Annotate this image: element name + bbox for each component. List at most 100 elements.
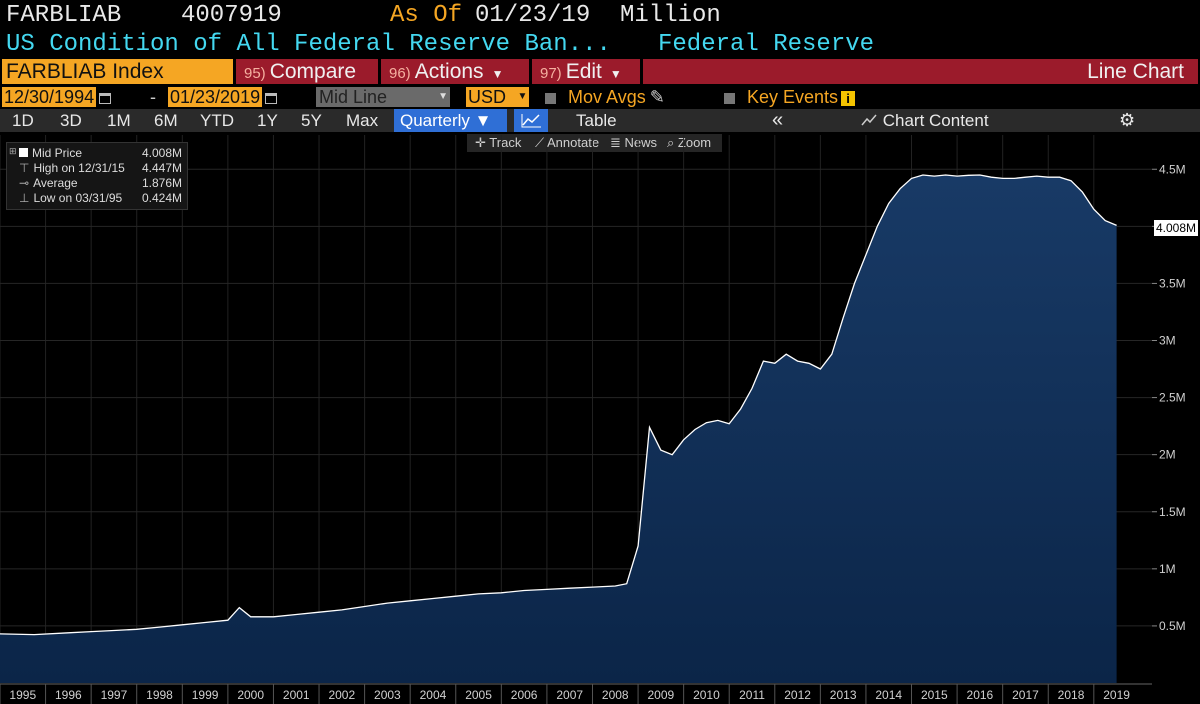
actions-key: 96) bbox=[389, 65, 411, 82]
x-tick-label: 1998 bbox=[146, 688, 173, 702]
end-date-field[interactable]: 01/23/2019 bbox=[168, 87, 263, 107]
annotate-tool[interactable]: ⟋ Annotate bbox=[535, 134, 599, 152]
y-tick-label: 4.5M bbox=[1159, 162, 1186, 176]
chart-type-label[interactable]: Line Chart bbox=[643, 59, 1198, 84]
chart-content-button[interactable]: Chart Content bbox=[860, 109, 989, 132]
currency-select[interactable]: USD ▼ bbox=[466, 87, 530, 107]
chevron-down-icon: ▼ bbox=[609, 67, 622, 81]
range-1m[interactable]: 1M bbox=[107, 111, 131, 130]
edit-label: Edit bbox=[565, 60, 602, 83]
chart-view-button[interactable] bbox=[514, 109, 548, 132]
x-tick-label: 2010 bbox=[693, 688, 720, 702]
x-tick-label: 1996 bbox=[55, 688, 82, 702]
x-tick-label: 2014 bbox=[875, 688, 902, 702]
mov-avgs-label: Mov Avgs bbox=[568, 87, 646, 107]
y-tick-label: 2M bbox=[1159, 448, 1176, 462]
last-value-label: 4.008M bbox=[1154, 220, 1198, 236]
collapse-icon[interactable]: « bbox=[772, 109, 784, 131]
x-tick-label: 1999 bbox=[192, 688, 219, 702]
mov-avgs-toggle[interactable]: Mov Avgs ✎ bbox=[545, 87, 665, 107]
news-icon: ≣ bbox=[610, 135, 621, 150]
track-label: Track bbox=[489, 135, 522, 150]
expand-icon[interactable]: ⊞ bbox=[9, 146, 17, 156]
news-label: News bbox=[624, 135, 658, 150]
x-tick-label: 2006 bbox=[511, 688, 538, 702]
index-field[interactable]: FARBLIAB Index bbox=[2, 59, 233, 84]
range-1y[interactable]: 1Y bbox=[257, 111, 278, 130]
x-tick-label: 2002 bbox=[328, 688, 355, 702]
chart-content-label: Chart Content bbox=[882, 111, 989, 130]
range-ytd[interactable]: YTD bbox=[200, 111, 234, 130]
x-tick-label: 2004 bbox=[420, 688, 447, 702]
legend-mid-price-value: 4.008M bbox=[142, 146, 183, 160]
calendar-icon[interactable] bbox=[99, 92, 112, 104]
y-tick-label: 0.5M bbox=[1159, 619, 1186, 633]
x-tick-label: 2018 bbox=[1058, 688, 1085, 702]
chevron-down-icon: ▼ bbox=[438, 91, 448, 102]
compare-button[interactable]: 95) Compare bbox=[236, 59, 378, 84]
range-max[interactable]: Max bbox=[346, 111, 379, 130]
info-icon[interactable]: i bbox=[841, 90, 856, 106]
y-tick-label: 1.5M bbox=[1159, 505, 1186, 519]
security-source: Federal Reserve bbox=[658, 31, 875, 58]
series-swatch bbox=[19, 148, 28, 157]
ticker-label: FARBLIAB bbox=[6, 2, 122, 29]
legend-high-label: High on 12/31/15 bbox=[33, 161, 125, 175]
legend-average-label: Average bbox=[33, 176, 78, 190]
pencil-icon[interactable]: ✎ bbox=[649, 87, 665, 107]
period-select[interactable]: Quarterly ▼ bbox=[394, 109, 507, 132]
checkbox-icon[interactable] bbox=[724, 92, 735, 104]
x-tick-label: 2008 bbox=[602, 688, 629, 702]
y-tick-label: 3M bbox=[1159, 334, 1176, 348]
track-tool[interactable]: ✛ Track bbox=[475, 134, 521, 152]
annotate-label: Annotate bbox=[547, 135, 600, 150]
range-6m[interactable]: 6M bbox=[154, 111, 178, 130]
table-button[interactable]: Table bbox=[576, 111, 617, 130]
edit-button[interactable]: 97) Edit ▼ bbox=[532, 59, 640, 84]
zoom-label: Zoom bbox=[677, 135, 712, 150]
security-header: FARBLIAB 4007919 As Of 01/23/19 Million bbox=[0, 0, 1200, 32]
x-tick-label: 2019 bbox=[1103, 688, 1130, 702]
news-tool[interactable]: ≣ News bbox=[610, 134, 657, 152]
x-tick-label: 2015 bbox=[921, 688, 948, 702]
zoom-tool[interactable]: ⌕ Zoom bbox=[667, 134, 711, 152]
high-marker-icon: ⊤ bbox=[19, 161, 30, 175]
range-5y[interactable]: 5Y bbox=[301, 111, 322, 130]
legend-high: ⊤ High on 12/31/15 bbox=[19, 161, 125, 175]
x-tick-label: 1997 bbox=[101, 688, 128, 702]
start-date-group: 12/30/1994 bbox=[2, 87, 112, 107]
x-tick-label: 2017 bbox=[1012, 688, 1039, 702]
chart-legend[interactable]: ⊞ Mid Price 4.008M ⊤ High on 12/31/15 4.4… bbox=[6, 142, 188, 210]
end-date-group: 01/23/2019 bbox=[168, 87, 278, 107]
price-field-select[interactable]: Mid Line ▼ bbox=[316, 87, 450, 107]
date-range-bar: 12/30/1994 - 01/23/2019 Mid Line ▼ USD ▼… bbox=[0, 86, 1200, 108]
currency-value: USD bbox=[466, 87, 525, 107]
crosshair-icon: ✛ bbox=[475, 135, 486, 150]
legend-low-value: 0.424M bbox=[142, 191, 183, 205]
unit-label: Million bbox=[620, 2, 721, 29]
chart-content-icon bbox=[861, 114, 877, 126]
security-description: US Condition of All Federal Reserve Ban.… bbox=[6, 31, 611, 58]
compare-key: 95) bbox=[244, 65, 266, 82]
actions-button[interactable]: 96) Actions ▼ bbox=[381, 59, 529, 84]
gear-icon[interactable]: ⚙ bbox=[1119, 110, 1136, 130]
calendar-icon[interactable] bbox=[265, 92, 278, 104]
checkbox-icon[interactable] bbox=[545, 92, 556, 104]
as-of-date: 01/23/19 bbox=[475, 2, 591, 29]
ticker-value: 4007919 bbox=[181, 2, 282, 29]
key-events-toggle[interactable]: Key Events i bbox=[724, 87, 856, 107]
legend-average-value: 1.876M bbox=[142, 176, 183, 190]
x-tick-label: 2011 bbox=[739, 688, 765, 702]
annotate-icon: ⟋ bbox=[535, 135, 545, 150]
x-tick-label: 2005 bbox=[465, 688, 492, 702]
average-marker-icon: ⊸ bbox=[19, 176, 30, 190]
series-line bbox=[0, 174, 1117, 636]
range-1d[interactable]: 1D bbox=[12, 111, 34, 130]
compare-label: Compare bbox=[269, 60, 357, 83]
range-3d[interactable]: 3D bbox=[60, 111, 82, 130]
x-tick-label: 2016 bbox=[967, 688, 994, 702]
legend-average: ⊸ Average bbox=[19, 176, 78, 190]
x-tick-label: 2000 bbox=[237, 688, 264, 702]
start-date-field[interactable]: 12/30/1994 bbox=[2, 87, 97, 107]
